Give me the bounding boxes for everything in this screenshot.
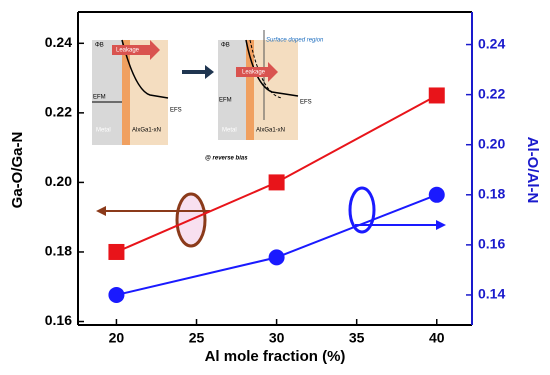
point — [108, 286, 125, 303]
annotation: ΦB — [221, 43, 230, 49]
y-tick-label: 0.22 — [45, 104, 72, 120]
annotation: AlxGa1-xN — [132, 128, 161, 134]
annotation: EFS — [170, 108, 182, 114]
point — [428, 186, 445, 203]
x-tick-label: 40 — [429, 330, 445, 346]
point — [108, 243, 125, 260]
series-line — [116, 193, 438, 296]
annotation: Metal — [222, 128, 237, 134]
indicator-head — [436, 220, 446, 230]
transition-arrow — [182, 65, 214, 79]
y-tick-label: 0.24 — [45, 34, 72, 50]
y-tick-label: 0.16 — [45, 312, 72, 328]
point — [428, 87, 445, 104]
y-tick-label: 0.20 — [45, 173, 72, 189]
barrier — [122, 40, 130, 145]
annotation: EFM — [219, 98, 232, 104]
y2-tick-label: 0.20 — [478, 135, 505, 151]
indicator-head — [96, 206, 106, 216]
x-tick-label: 20 — [109, 330, 125, 346]
annotation: @ reverse bias — [205, 156, 248, 162]
annotation: EFS — [300, 100, 312, 106]
y2-tick-label: 0.16 — [478, 236, 505, 252]
annotation: Surface doped region — [266, 38, 324, 44]
y-axis-label: Ga-O/Ga-N — [9, 132, 26, 209]
metal-block — [92, 40, 122, 145]
x-axis-label: Al mole fraction (%) — [205, 348, 346, 365]
band-curve-dashed — [249, 39, 283, 99]
point — [268, 249, 285, 266]
point — [268, 174, 285, 191]
x-tick-label: 25 — [189, 330, 205, 346]
indicator-ellipse — [348, 186, 376, 234]
y-tick-label: 0.18 — [45, 243, 72, 259]
leakage-arrow-2 — [236, 62, 278, 82]
annotation: ΦB — [95, 43, 104, 49]
x-tick-label: 30 — [269, 330, 285, 346]
barrier-2 — [246, 40, 254, 140]
band-curve-2 — [245, 39, 299, 97]
leakage-arrow — [112, 40, 160, 60]
y2-tick-label: 0.18 — [478, 185, 505, 201]
annotation: Metal — [96, 128, 111, 134]
metal-block-2 — [218, 40, 246, 140]
y2-tick-label: 0.24 — [478, 35, 505, 51]
y2-axis-label: Al-O/Al-N — [524, 137, 541, 204]
x-tick-label: 35 — [349, 330, 365, 346]
y2-tick-label: 0.22 — [478, 85, 505, 101]
annotation: AlxGa1-xN — [256, 128, 285, 134]
annotation: EFM — [93, 95, 106, 101]
annotation: Leakage — [242, 70, 266, 76]
inset-diagram: Leakage Metal AlxGa1-xN Leakage Metal Al… — [92, 30, 324, 162]
y2-tick-label: 0.14 — [478, 286, 505, 302]
annotation: Leakage — [116, 48, 140, 54]
